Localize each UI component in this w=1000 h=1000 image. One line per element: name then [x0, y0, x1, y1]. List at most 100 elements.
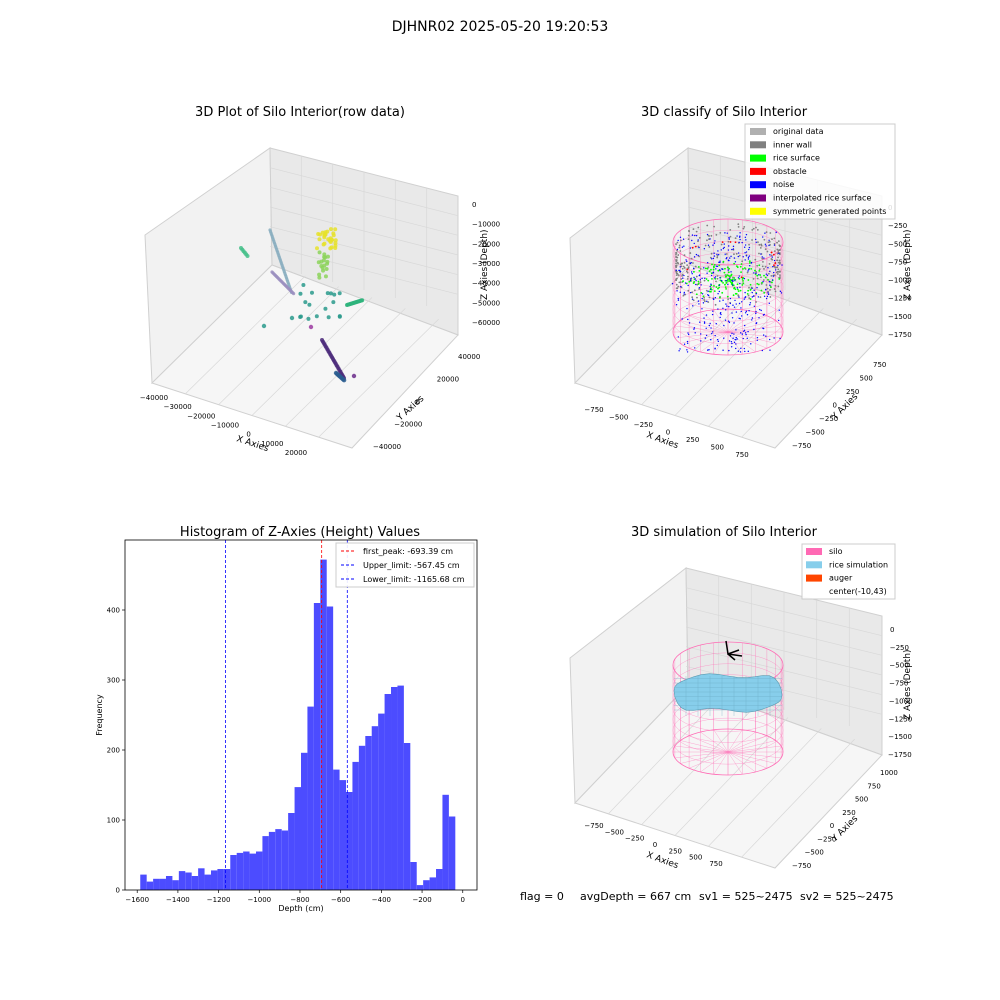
classified-point [763, 238, 766, 241]
classified-point [698, 287, 701, 289]
panel4-z-ticks: 0 −250 −500 −750 −1000 −1250 −1500 −1750 [888, 626, 913, 759]
classified-point [748, 268, 750, 271]
classified-point [700, 333, 702, 335]
classified-point [693, 267, 695, 270]
classified-point [734, 261, 737, 263]
classified-point [735, 252, 738, 255]
classified-point [778, 263, 781, 265]
panel4-y-tick-label: −750 [792, 862, 811, 870]
classified-point [717, 269, 720, 272]
classified-point [744, 324, 746, 327]
classified-point [727, 298, 730, 301]
classified-point [694, 234, 696, 237]
classified-point [767, 292, 769, 294]
scatter-point [325, 291, 330, 296]
classified-point [756, 286, 758, 289]
classified-point [693, 328, 695, 330]
classified-point [724, 283, 726, 286]
classified-point [729, 229, 732, 231]
classified-point [738, 296, 740, 298]
classified-point [759, 296, 762, 299]
classified-point [732, 248, 735, 250]
panel4-z-tick-label: −250 [890, 644, 909, 652]
x-tick-label: −600 [331, 896, 350, 904]
classified-point [738, 302, 741, 305]
panel1-x-tick-label: 10000 [261, 440, 283, 448]
classified-point [750, 267, 753, 270]
panel1-z-tick-label: −30000 [472, 260, 500, 268]
classified-point [694, 278, 697, 280]
figure-suptitle: DJHNR02 2025-05-20 19:20:53 [392, 19, 609, 35]
classified-point [679, 291, 681, 293]
silo-radial [674, 751, 729, 759]
legend-label: noise [773, 180, 794, 189]
classified-point [691, 291, 694, 294]
classified-point [676, 248, 679, 251]
classified-point [710, 274, 713, 277]
panel1-x-tick-label: −40000 [140, 394, 168, 402]
histogram-bar [230, 855, 237, 890]
classified-point [721, 241, 724, 244]
panel2-y-tick-label: 0 [833, 402, 837, 410]
classified-point [728, 238, 730, 240]
classified-point [679, 236, 682, 239]
histogram-bar [262, 836, 269, 890]
classified-point [781, 264, 783, 266]
histogram-bar [378, 713, 385, 890]
silo-radial [689, 751, 729, 769]
classified-point [744, 236, 747, 238]
panel-classify-3d: 3D classify of Silo Interior −750 −500 −25… [569, 105, 913, 459]
histogram-bar [140, 874, 147, 890]
classified-point [683, 267, 686, 269]
classified-point [683, 291, 686, 294]
panel2-title: 3D classify of Silo Interior [641, 105, 808, 120]
classified-point [737, 255, 740, 258]
y-tick-label: 100 [107, 817, 120, 825]
classified-point [693, 256, 696, 258]
classified-point [706, 300, 708, 303]
classified-point [778, 259, 781, 262]
classified-point [712, 268, 715, 271]
histogram-bar [268, 831, 276, 890]
classified-point [744, 312, 747, 314]
classified-point [703, 322, 706, 324]
classified-point [737, 277, 740, 279]
classified-point [675, 270, 678, 273]
histogram-bar [429, 877, 437, 890]
classified-point [698, 236, 701, 239]
panel4-z-tick-label: −1000 [889, 697, 913, 705]
classified-point [776, 273, 779, 275]
histogram-bar [301, 752, 308, 890]
classified-point [716, 338, 719, 341]
histogram-bar [191, 876, 199, 890]
classified-point [734, 241, 737, 244]
histogram-bar [255, 851, 263, 890]
panel4-x-ticks: −750−500−250 0 250 500 750 [584, 822, 722, 868]
scatter-point [292, 292, 296, 296]
classified-point [695, 253, 698, 256]
classified-point [722, 247, 725, 250]
classified-point [676, 290, 678, 292]
classified-point [778, 309, 780, 311]
classified-point [686, 268, 689, 271]
x-tick-label: −800 [290, 896, 309, 904]
classified-point [733, 286, 736, 289]
legend-swatch [806, 574, 822, 582]
classified-point [760, 289, 763, 292]
panel4-legend: silo rice simulation auger center(-10,43) [801, 543, 896, 600]
classified-point [742, 256, 744, 258]
classified-point [750, 262, 753, 264]
silo-radial [700, 751, 729, 773]
classified-point [675, 283, 678, 286]
classified-point [737, 226, 740, 228]
classified-point [758, 252, 760, 255]
classified-point [697, 240, 699, 243]
footer-sv2: sv2 = 525~2475 [800, 890, 894, 903]
classified-point [776, 252, 779, 255]
histogram-bar [416, 885, 424, 890]
classified-point [716, 277, 719, 280]
classified-point [682, 277, 684, 279]
classified-point [728, 278, 731, 280]
classified-point [679, 348, 681, 350]
classified-point [735, 303, 737, 305]
